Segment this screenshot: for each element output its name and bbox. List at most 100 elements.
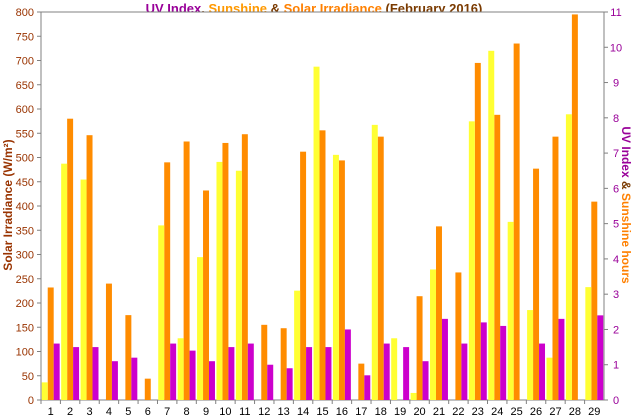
bar-uv <box>597 315 604 400</box>
bar-solar <box>455 272 462 400</box>
bar-sunshine <box>294 290 301 400</box>
bar-sunshine <box>507 221 514 400</box>
y-axis-right-label-part: & <box>619 178 633 193</box>
y-left-tick-label: 350 <box>16 225 34 237</box>
bar-solar <box>280 328 287 400</box>
bar-sunshine <box>41 382 48 400</box>
x-tick-label: 15 <box>316 406 328 418</box>
x-tick-label: 27 <box>549 406 561 418</box>
y-left-tick-label: 100 <box>16 347 34 359</box>
y-left-tick-label: 450 <box>16 177 34 189</box>
bar-solar <box>67 118 74 400</box>
bar-uv <box>209 361 215 400</box>
x-tick-label: 18 <box>375 406 387 418</box>
bar-uv <box>422 361 429 400</box>
axes: 0501001502002503003504004505005506006507… <box>16 7 622 418</box>
bar-uv <box>53 343 60 400</box>
bar-solar <box>533 168 540 400</box>
bar-uv <box>500 325 507 400</box>
x-tick-label: 22 <box>452 406 464 418</box>
y-left-tick-label: 550 <box>16 128 34 140</box>
bar-solar <box>47 287 54 400</box>
y-left-tick-label: 250 <box>16 274 34 286</box>
x-tick-label: 6 <box>145 406 151 418</box>
y-left-tick-label: 300 <box>16 250 34 262</box>
bar-solar <box>513 43 520 401</box>
bar-sunshine <box>313 66 320 400</box>
bar-solar <box>571 14 578 401</box>
y-left-tick-label: 800 <box>16 7 34 19</box>
bar-sunshine <box>410 392 417 400</box>
x-tick-label: 12 <box>258 406 270 418</box>
bar-uv <box>480 322 487 400</box>
y-right-tick-label: 11 <box>610 7 621 19</box>
x-tick-label: 8 <box>184 406 190 418</box>
y-left-tick-label: 200 <box>16 298 34 310</box>
bar-uv <box>267 364 274 400</box>
y-left-tick-label: 50 <box>22 371 34 383</box>
y-right-tick-label: 7 <box>613 148 619 160</box>
bar-uv <box>364 375 371 400</box>
x-tick-label: 5 <box>125 406 131 418</box>
bar-sunshine <box>371 124 378 400</box>
y-axis-right-label-part: UV Index <box>619 126 633 178</box>
bar-uv <box>111 361 118 400</box>
bar-solar <box>183 141 190 400</box>
chart-title-part: , <box>201 1 208 16</box>
x-tick-label: 9 <box>203 406 209 418</box>
y-left-tick-label: 400 <box>16 201 34 213</box>
bar-sunshine <box>391 338 398 400</box>
y-right-tick-label: 1 <box>613 360 619 372</box>
y-left-tick-label: 500 <box>16 153 34 165</box>
x-tick-label: 16 <box>336 406 348 418</box>
bar-sunshine <box>527 310 534 400</box>
bar-uv <box>228 347 235 400</box>
x-tick-label: 19 <box>394 406 406 418</box>
bar-solar <box>494 114 501 400</box>
bar-solar <box>435 226 442 400</box>
bar-uv <box>286 368 293 400</box>
bar-solar <box>300 151 307 400</box>
bar-sunshine <box>61 163 68 400</box>
bars <box>41 14 604 401</box>
x-tick-label: 14 <box>297 406 309 418</box>
bar-uv <box>92 347 99 400</box>
bar-solar <box>416 296 423 400</box>
y-right-tick-label: 3 <box>613 289 619 301</box>
bar-sunshine <box>235 170 242 400</box>
bar-sunshine <box>216 161 223 400</box>
bar-solar <box>474 62 481 401</box>
bar-sunshine <box>430 269 436 400</box>
bar-sunshine <box>468 121 475 400</box>
y-left-tick-label: 150 <box>16 322 34 334</box>
y-right-tick-label: 9 <box>613 78 619 90</box>
bar-solar <box>222 142 229 400</box>
bar-solar <box>203 190 210 400</box>
y-left-tick-label: 700 <box>16 56 34 68</box>
bar-solar <box>144 378 151 400</box>
bar-solar <box>338 160 345 400</box>
bar-sunshine <box>585 287 592 400</box>
bar-solar <box>125 315 132 400</box>
y-left-tick-label: 0 <box>28 395 34 407</box>
x-tick-label: 28 <box>569 406 581 418</box>
bar-uv <box>170 343 177 400</box>
x-tick-label: 20 <box>413 406 425 418</box>
y-right-tick-label: 10 <box>610 42 622 54</box>
y-axis-right-label-part: Sunshine hours <box>619 193 633 284</box>
y-right-tick-label: 4 <box>613 254 619 266</box>
y-right-tick-label: 0 <box>613 395 619 407</box>
x-tick-label: 11 <box>239 406 250 418</box>
y-left-tick-label: 750 <box>16 31 34 43</box>
bar-sunshine <box>565 114 572 401</box>
bar-uv <box>325 347 332 400</box>
x-tick-label: 7 <box>164 406 170 418</box>
bar-sunshine <box>488 50 495 401</box>
y-right-tick-label: 5 <box>613 219 619 231</box>
bar-sunshine <box>546 357 553 400</box>
x-tick-label: 17 <box>355 406 367 418</box>
bar-solar <box>319 130 326 400</box>
bar-sunshine <box>158 225 165 400</box>
bar-uv <box>131 357 138 400</box>
